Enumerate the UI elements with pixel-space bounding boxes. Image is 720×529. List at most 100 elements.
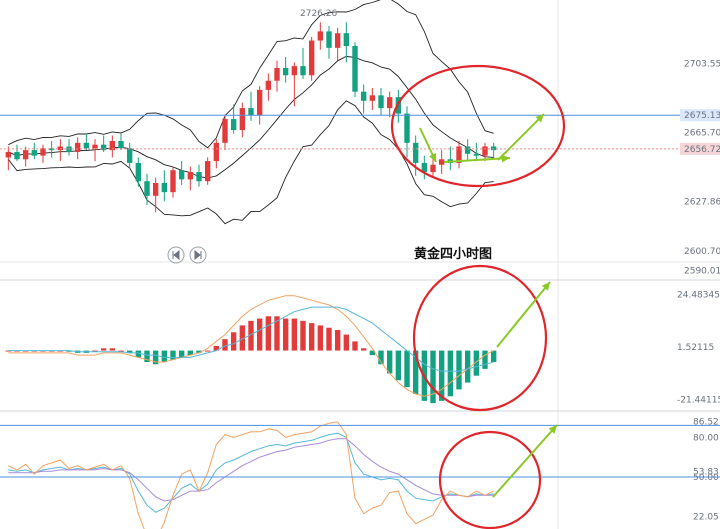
candle-body [404,113,410,143]
candle-body [334,33,341,48]
macd-axis: 24.48345 1.52115 -21.44115 [677,291,720,406]
candle-body [308,40,315,76]
macd-bar [412,350,419,394]
macd-bar [230,332,237,351]
macd-bar [135,350,142,358]
candle-body [74,142,81,152]
candle-body [430,164,436,173]
candle [265,73,272,101]
candle-body [230,119,237,131]
candle-body [248,108,254,116]
candle-body [300,66,306,76]
candle [222,115,228,151]
macd-bar [326,327,332,351]
candle-body [291,66,298,76]
macd-panel: 24.48345 1.52115 -21.44115 [5,291,720,406]
candle [360,84,367,114]
macd-bar [248,320,254,351]
peak-price-label: 2726.26 [300,9,337,19]
candle-body [31,150,38,156]
macd-bar [378,350,384,365]
macd-bar [343,334,350,351]
arrow-line [496,281,551,348]
macd-bar [178,350,185,358]
arrow-line [492,424,558,498]
highlight-circle-price [390,64,566,188]
candle [196,164,202,187]
candlestick-series [5,22,497,213]
kdj-tick-label: 86.52 [693,417,719,427]
macd-bar [317,325,324,351]
candle [291,62,298,107]
macd-bar [100,348,107,351]
kdj-tick-label: 80.00 [693,434,719,444]
price-tick-label: 2656.72 [684,145,720,155]
kdj-tick-label: 22.05 [693,512,719,522]
macd-bar [222,339,228,351]
candle-body [48,148,55,151]
trend-arrow-up-price [497,113,545,161]
candle-body [317,31,324,41]
candle-body [100,144,107,151]
price-tag-bg [680,142,720,155]
bollinger-upper [8,0,494,149]
candle-body [438,159,445,165]
arrow-line [497,113,545,161]
macd-bar [204,350,211,352]
candle-body [274,67,280,81]
kdj-D-line [8,438,494,502]
candle-body [482,146,488,156]
arrow-head [535,114,544,123]
candle-body [152,183,159,196]
candle-body [490,146,497,151]
macd-bar [265,316,272,351]
candle [412,135,419,176]
macd-bar [386,350,393,374]
candle-body [352,46,358,92]
candle-body [421,162,428,173]
candle-body [378,95,384,109]
candle-body [369,95,376,101]
candle [22,146,29,167]
candle-body [213,142,220,162]
candle-body [360,91,367,101]
macd-bar [282,318,289,351]
macd-bar [213,346,220,351]
macd-bar [196,350,202,353]
candle [230,104,237,134]
price-axis: 2703.55 2675.13 2665.70 2656.72 2627.86 2600.… [0,59,720,277]
candle [464,139,471,162]
arrow-head [541,282,550,291]
candle [170,166,176,198]
macd-lines [8,295,494,397]
candle [83,133,90,151]
candle [178,161,185,185]
candle [40,144,46,163]
price-tick-label: 2600.70 [684,247,720,257]
macd-bar [187,350,194,356]
skip-forward-icon [194,249,202,261]
kdj-K-line [8,432,494,513]
highlight-circle-macd [412,264,548,412]
candle [404,106,410,158]
candle [308,36,315,81]
macd-bar [490,350,497,362]
candle-body [386,97,393,109]
candle [144,173,150,205]
kdj-tick-label: 50.00 [693,473,719,483]
candle [438,150,445,174]
candle-body [256,89,263,116]
trend-arrow-up-macd [496,281,551,348]
scroll-left-button[interactable] [167,246,185,264]
macd-bar [256,318,263,351]
price-tag-bg [680,109,720,122]
candle-body [456,146,462,163]
macd-bar [239,325,246,351]
macd-bar [395,350,402,381]
macd-bar [369,350,376,356]
candle [74,137,81,160]
scroll-right-button[interactable] [189,246,207,264]
candle [473,142,480,162]
candle [282,56,289,83]
